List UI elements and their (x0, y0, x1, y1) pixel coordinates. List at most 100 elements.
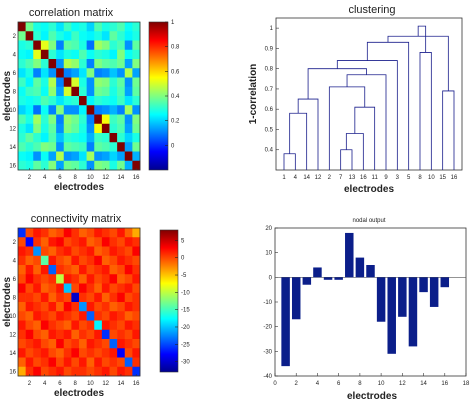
heatmap-cell (40, 40, 49, 51)
heatmap-cell (33, 302, 42, 312)
heatmap-cell (63, 283, 72, 294)
y-tick-label: 8 (13, 295, 17, 301)
heatmap-cell (63, 59, 72, 69)
heatmap-cell (18, 86, 26, 97)
heatmap-cell (25, 22, 34, 32)
correlation-matrix-x-ticks: 2 4 6 8 10 12 14 16 (28, 168, 140, 181)
heatmap-cell (33, 49, 42, 60)
heatmap-cell (63, 142, 72, 152)
heatmap-cell (124, 96, 133, 106)
x-tick-label: 12 (102, 381, 109, 387)
heatmap-cell (71, 96, 80, 106)
heatmap-cell (48, 142, 57, 152)
heatmap-cell (132, 105, 141, 115)
dendrogram-link (328, 86, 366, 170)
connectivity-matrix-frame (17, 227, 141, 377)
heatmap-cell (109, 283, 118, 294)
heatmap-cell (79, 49, 87, 60)
heatmap-cell (71, 151, 80, 162)
heatmap-cell (18, 329, 26, 340)
leaf-label: 3 (396, 175, 400, 181)
heatmap-cell (94, 40, 103, 51)
heatmap-cell (86, 302, 95, 312)
heatmap-cell (25, 366, 34, 377)
heatmap-cell (86, 31, 95, 41)
heatmap-cell (124, 246, 133, 257)
bar (334, 277, 343, 280)
x-tick-label: 14 (420, 381, 427, 387)
heatmap-cell (117, 160, 126, 171)
heatmap-cell (18, 133, 26, 143)
heatmap-cell (117, 77, 126, 88)
heatmap-cell (25, 329, 34, 340)
heatmap-cell (101, 59, 110, 69)
heatmap-cell (117, 348, 126, 358)
heatmap-cell (86, 160, 95, 171)
heatmap-cell (56, 311, 65, 321)
heatmap-cell (18, 237, 26, 247)
heatmap-cell (56, 265, 65, 275)
heatmap-cell (94, 49, 103, 60)
x-tick-label: 16 (133, 381, 140, 387)
heatmap-cell (109, 96, 118, 106)
heatmap-cell (56, 160, 65, 171)
heatmap-cell (56, 59, 65, 69)
heatmap-cell (18, 22, 26, 32)
heatmap-cell (25, 96, 34, 106)
heatmap-cell (101, 151, 110, 162)
heatmap-cell (18, 40, 26, 51)
heatmap-cell (40, 348, 49, 358)
heatmap-cell (33, 357, 42, 368)
heatmap-cell (48, 228, 57, 238)
heatmap-cell (101, 49, 110, 60)
heatmap-cell (86, 357, 95, 368)
heatmap-cell (94, 274, 103, 284)
heatmap-cell (86, 96, 95, 106)
y-tick-label: 10 (9, 314, 16, 320)
heatmap-cell (40, 255, 49, 266)
heatmap-cell (63, 329, 72, 340)
bar (323, 277, 333, 280)
heatmap-cell (117, 274, 126, 284)
heatmap-cell (101, 228, 110, 238)
heatmap-cell (101, 265, 110, 275)
heatmap-cell (79, 255, 87, 266)
heatmap-cell (25, 246, 34, 257)
heatmap-cell (25, 237, 34, 247)
heatmap-cell (86, 274, 95, 284)
heatmap-cell (25, 339, 34, 349)
heatmap-cell (109, 123, 118, 134)
y-tick-label: 10 (9, 108, 16, 114)
correlation-matrix-ylabel: electrodes (2, 71, 13, 121)
heatmap-cell (94, 339, 103, 349)
heatmap-cell (18, 49, 26, 60)
heatmap-cell (18, 265, 26, 275)
heatmap-cell (94, 283, 103, 294)
colorbar-tick-label: -30 (181, 360, 190, 366)
heatmap-cell (48, 255, 57, 266)
heatmap-cell (25, 283, 34, 294)
heatmap-cell (101, 68, 110, 78)
heatmap-cell (63, 237, 72, 247)
y-tick-label: 0.4 (265, 148, 274, 154)
connectivity-matrix-title: connectivity matrix (31, 213, 122, 225)
heatmap-cell (71, 339, 80, 349)
correlation-colorbar-ticks: 1 0.8 0.6 0.4 0.2 0 (165, 20, 180, 149)
leaf-label: 9 (384, 175, 388, 181)
clustering-leaf-labels: 1 4 14 12 2 7 13 16 11 9 3 5 8 10 15 16 (282, 175, 458, 181)
colorbar-tick-label: 0 (171, 143, 175, 149)
heatmap-cell (101, 114, 110, 125)
heatmap-cell (63, 123, 72, 134)
heatmap-cell (117, 320, 126, 331)
heatmap-cell (71, 274, 80, 284)
heatmap-cell (79, 228, 87, 238)
heatmap-cell (33, 255, 42, 266)
heatmap-cell (71, 142, 80, 152)
heatmap-cell (117, 142, 126, 152)
bar (429, 277, 439, 307)
dendrogram-link (297, 98, 319, 170)
bar (281, 277, 290, 367)
heatmap-cell (79, 142, 87, 152)
heatmap-cell (94, 133, 103, 143)
heatmap-cell (109, 329, 118, 340)
